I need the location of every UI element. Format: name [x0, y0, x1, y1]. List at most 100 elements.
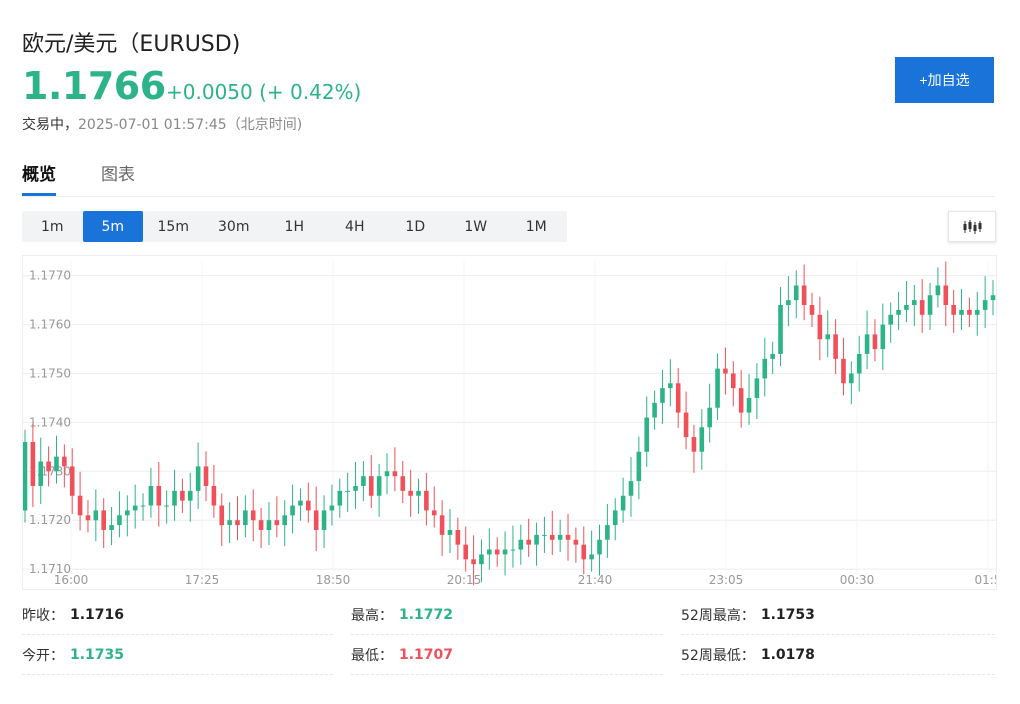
candle-up: [990, 295, 996, 301]
interval-1mo[interactable]: 1M: [525, 218, 547, 235]
candle-up: [132, 505, 138, 511]
interval-5m[interactable]: 5m: [82, 211, 143, 242]
tab-chart[interactable]: 图表: [101, 165, 135, 185]
candle-down: [313, 510, 319, 530]
interval-1m[interactable]: 1m: [40, 218, 64, 235]
candle-down: [455, 529, 461, 545]
candle-down: [565, 534, 571, 540]
add-watchlist-button[interactable]: +加自选: [895, 57, 994, 103]
candle-down: [919, 300, 925, 315]
candle-down: [573, 539, 579, 545]
interval-selector: 1m 5m 15m 30m 1H 4H 1D 1W 1M: [22, 211, 567, 242]
stat-value: 1.1753: [760, 607, 815, 623]
candle-down: [203, 466, 209, 486]
x-tick-label: 20:15: [447, 573, 482, 587]
candle-up: [770, 353, 775, 359]
candle-up: [329, 505, 335, 511]
candle-up: [54, 456, 59, 472]
x-tick-label: 01:5: [975, 573, 996, 587]
candle-up: [266, 520, 272, 530]
stat-value: 1.1735: [70, 647, 125, 663]
candle-down: [581, 544, 587, 560]
candle-down: [258, 520, 264, 530]
candle-up: [762, 358, 768, 379]
candle-down: [368, 476, 374, 496]
candle-up: [880, 324, 886, 350]
candle-up: [597, 539, 602, 555]
candle-up: [896, 309, 901, 315]
stat-52w-low: 52周最低： 1.0178: [681, 636, 995, 675]
candle-down: [46, 461, 51, 472]
stat-value: 1.1716: [70, 607, 125, 623]
candle-down: [408, 490, 413, 496]
stat-label: 最高：: [351, 608, 393, 624]
candle-up: [715, 368, 720, 408]
interval-1d[interactable]: 1D: [405, 218, 426, 235]
candle-up: [447, 529, 453, 535]
candle-down: [723, 368, 728, 374]
price-chart[interactable]: 1.17701.17601.17501.17401.17301.17201.17…: [22, 255, 1001, 590]
candle-down: [951, 305, 956, 315]
tab-bar: 概览 图表: [22, 160, 995, 197]
stat-label: 最低：: [351, 648, 393, 664]
x-tick-label: 23:05: [709, 573, 744, 587]
candle-down: [967, 309, 972, 315]
candle-up: [982, 300, 988, 310]
candle-up: [660, 388, 665, 403]
candle-up: [93, 510, 99, 521]
candle-up: [927, 295, 933, 315]
candle-up: [321, 510, 327, 530]
candle-down: [526, 539, 531, 545]
y-tick-label: 1.1720: [29, 513, 71, 527]
candle-down: [675, 383, 681, 413]
candle-up: [22, 441, 28, 511]
candle-up: [605, 525, 610, 540]
candle-up: [195, 466, 201, 491]
candle-down: [801, 285, 807, 306]
candle-up: [856, 353, 862, 374]
candle-up: [620, 495, 626, 511]
candle-up: [707, 407, 712, 428]
candle-up: [825, 334, 831, 340]
candle-down: [274, 520, 280, 526]
candlestick-icon: [963, 219, 982, 234]
y-tick-label: 1.1740: [29, 415, 71, 429]
stat-high: 最高： 1.1772: [351, 596, 663, 635]
chart-type-toggle[interactable]: [948, 211, 996, 242]
candle-down: [306, 500, 311, 511]
y-tick-label: 1.1770: [29, 269, 71, 283]
interval-15m[interactable]: 15m: [157, 218, 189, 235]
candle-up: [904, 305, 909, 310]
x-tick-label: 21:40: [578, 573, 613, 587]
candle-up: [793, 285, 799, 301]
candle-down: [817, 314, 823, 340]
stat-value: 1.1707: [399, 647, 454, 663]
y-tick-label: 1.1760: [29, 318, 71, 332]
trading-status: 交易中，2025-07-01 01:57:45（北京时间): [22, 114, 302, 134]
tab-overview[interactable]: 概览: [22, 160, 56, 196]
candle-up: [778, 305, 783, 354]
candle-up: [510, 549, 516, 551]
candle-up: [542, 534, 547, 536]
candle-down: [471, 559, 476, 565]
candle-down: [211, 485, 217, 506]
interval-4h[interactable]: 4H: [345, 218, 365, 235]
candle-up: [479, 554, 484, 565]
interval-1h[interactable]: 1H: [284, 218, 304, 235]
candle-down: [943, 285, 949, 306]
candle-up: [746, 397, 752, 413]
x-tick-label: 18:50: [316, 573, 351, 587]
candle-down: [250, 510, 256, 521]
candle-up: [227, 520, 232, 526]
candle-down: [62, 456, 67, 467]
interval-30m[interactable]: 30m: [218, 218, 250, 235]
candle-up: [628, 481, 634, 496]
candlestick-chart: 1.17701.17601.17501.17401.17301.17201.17…: [22, 261, 1001, 587]
candle-up: [290, 505, 295, 516]
interval-1w[interactable]: 1W: [464, 218, 488, 235]
candle-up: [849, 373, 854, 384]
candle-down: [30, 441, 36, 486]
candle-down: [400, 476, 406, 491]
candle-up: [243, 510, 248, 526]
stat-open: 今开： 1.1735: [22, 636, 333, 675]
